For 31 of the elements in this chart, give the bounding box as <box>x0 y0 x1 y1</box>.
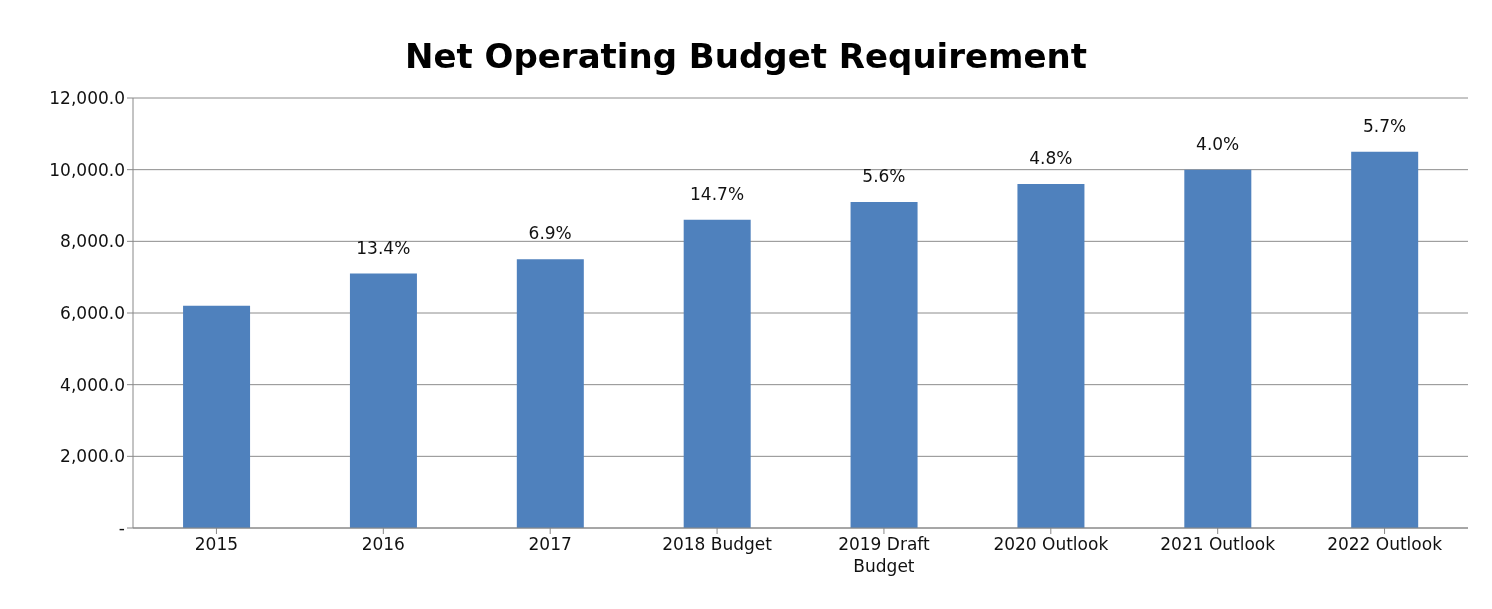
annotation: 4.8% <box>1029 148 1073 168</box>
annotation: 14.7% <box>690 183 745 204</box>
x-tick-label: 2018 Budget <box>662 534 773 554</box>
bar <box>516 259 584 528</box>
x-tick-label: 2016 <box>361 534 405 554</box>
x-tick-label: 2019 Draft Budget <box>838 534 931 576</box>
chart-title: Net Operating Budget Requirement <box>403 35 1089 78</box>
annotation: 13.4% <box>356 237 411 258</box>
y-tick-label: 8,000.0 <box>60 231 125 252</box>
bar <box>850 201 918 528</box>
bar <box>183 305 251 528</box>
x-tick-label: 2015 <box>194 534 239 554</box>
bar <box>1351 151 1419 528</box>
x-tick-label: 2017 <box>528 534 572 554</box>
annotation: 5.6% <box>862 165 906 186</box>
x-tick-label: 2021 Outlook <box>1160 534 1276 554</box>
x-tick-label: 2020 Outlook <box>993 534 1109 554</box>
annotation: 4.0% <box>1196 133 1240 154</box>
bar <box>349 273 417 528</box>
annotation: 5.7% <box>1362 115 1407 136</box>
bar <box>1017 184 1085 528</box>
y-tick-label: - <box>118 518 125 539</box>
x-tick-label: 2022 Outlook <box>1327 534 1443 554</box>
y-tick-label: 12,000.0 <box>49 88 125 109</box>
bar <box>683 219 751 528</box>
annotation: 6.9% <box>528 223 572 244</box>
y-tick-label: 6,000.0 <box>60 303 125 324</box>
y-tick-label: 4,000.0 <box>60 374 125 395</box>
y-tick-label: 2,000.0 <box>60 446 125 467</box>
bar <box>1184 169 1252 528</box>
y-tick-label: 10,000.0 <box>49 159 125 180</box>
